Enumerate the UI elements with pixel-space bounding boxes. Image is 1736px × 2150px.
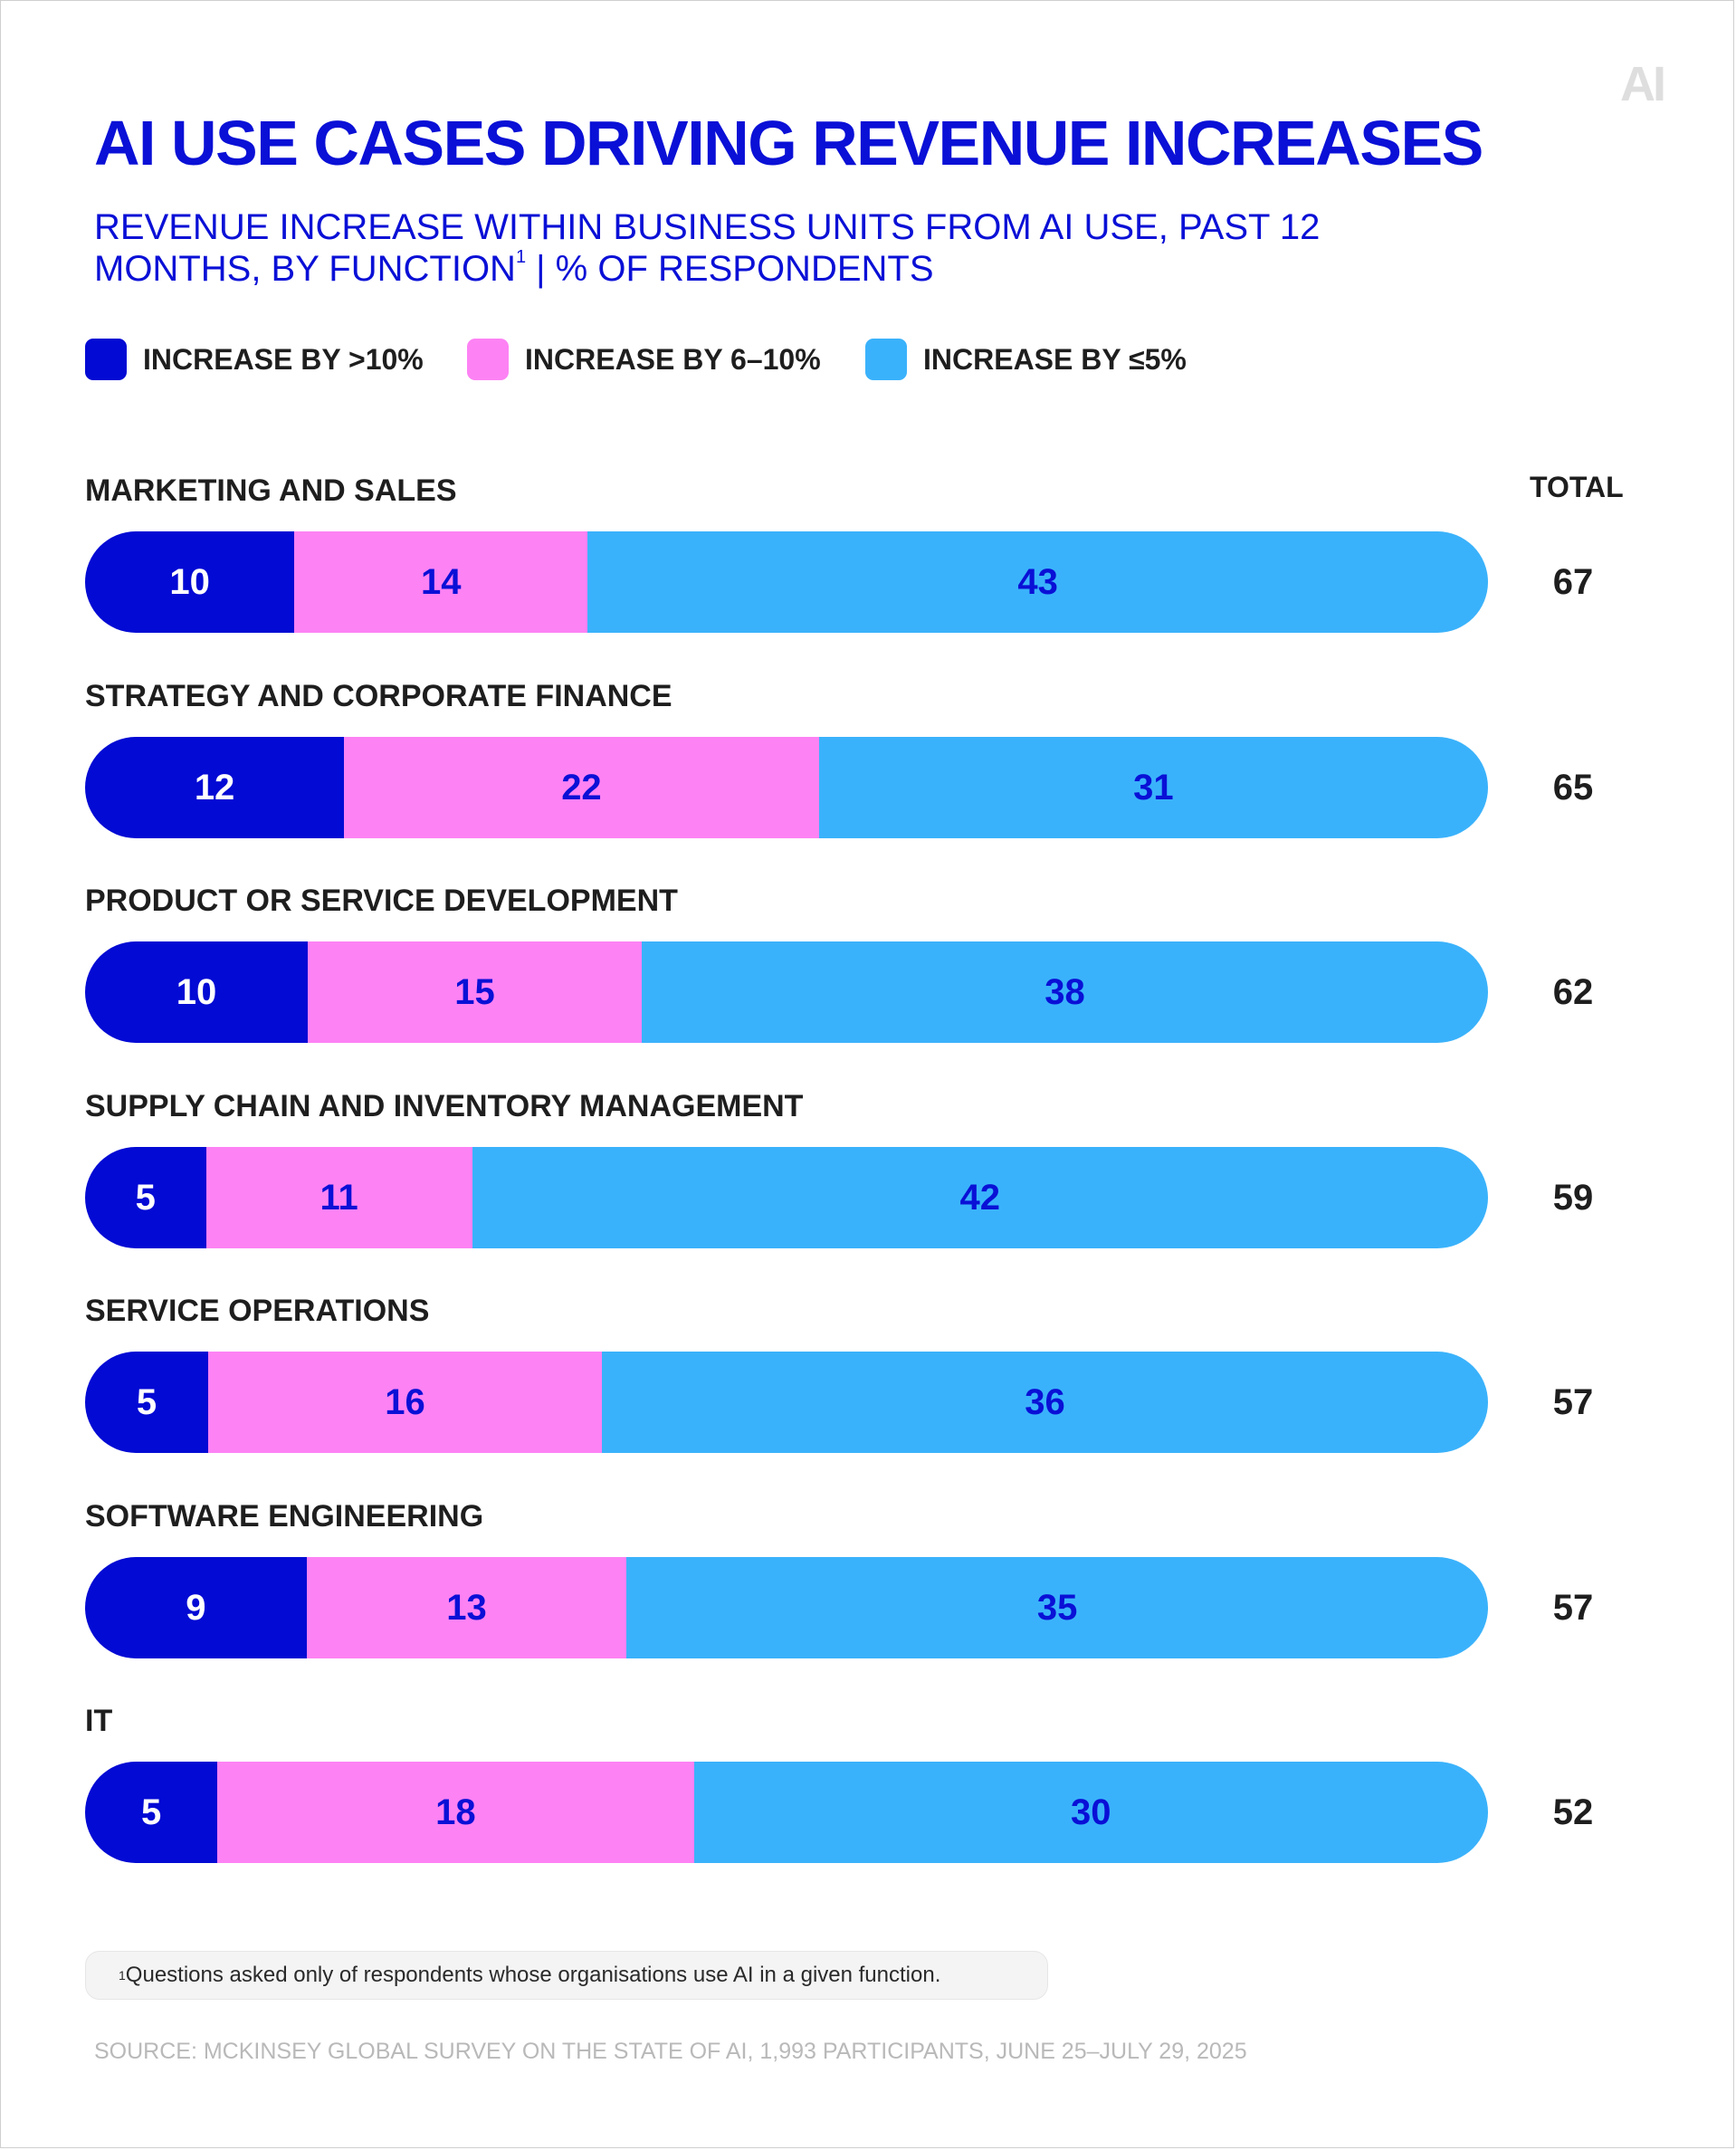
segment-value-label: 9 bbox=[186, 1587, 206, 1628]
footnote-text: Questions asked only of respondents whos… bbox=[125, 1963, 941, 1987]
category-label: STRATEGY AND CORPORATE FINANCE bbox=[85, 679, 672, 713]
segment-le5: 30 bbox=[693, 1762, 1488, 1863]
chart-subtitle: REVENUE INCREASE WITHIN BUSINESS UNITS F… bbox=[94, 206, 1361, 290]
legend-swatch-gt10 bbox=[85, 339, 127, 380]
segment-le5: 38 bbox=[642, 941, 1488, 1043]
legend-item-le5: INCREASE BY ≤5% bbox=[865, 339, 1187, 380]
category-label: SUPPLY CHAIN AND INVENTORY MANAGEMENT bbox=[85, 1089, 804, 1123]
category-label: PRODUCT OR SERVICE DEVELOPMENT bbox=[85, 884, 678, 918]
category-label: IT bbox=[85, 1704, 113, 1738]
legend-swatch-le5 bbox=[865, 339, 907, 380]
segment-le5: 43 bbox=[587, 531, 1488, 633]
segment-value-label: 38 bbox=[1044, 971, 1085, 1012]
segment-le5: 31 bbox=[818, 737, 1488, 838]
stacked-bar-row: 12 22 31 bbox=[85, 737, 1488, 838]
subtitle-main: REVENUE INCREASE WITHIN BUSINESS UNITS F… bbox=[94, 207, 1321, 289]
segment-value-label: 5 bbox=[140, 1792, 162, 1832]
segment-value-label: 13 bbox=[446, 1587, 487, 1628]
stacked-bar-row: 5 18 30 bbox=[85, 1762, 1488, 1863]
segment-gt10: 12 bbox=[85, 737, 345, 838]
row-total: 52 bbox=[1552, 1792, 1594, 1832]
row-total: 67 bbox=[1552, 562, 1594, 602]
segment-gt10: 5 bbox=[85, 1762, 218, 1863]
segment-le5: 42 bbox=[472, 1147, 1488, 1248]
stacked-bar-row: 9 13 35 bbox=[85, 1557, 1488, 1658]
legend-item-6-10: INCREASE BY 6–10% bbox=[467, 339, 821, 380]
segment-gt10: 10 bbox=[85, 531, 295, 633]
legend-label-gt10: INCREASE BY >10% bbox=[143, 342, 424, 376]
legend-swatch-6-10 bbox=[467, 339, 509, 380]
segment-value-label: 36 bbox=[1025, 1381, 1065, 1422]
subtitle-footnote-marker: 1 bbox=[515, 247, 527, 267]
segment-6-10: 11 bbox=[205, 1147, 472, 1248]
legend-item-gt10: INCREASE BY >10% bbox=[85, 339, 424, 380]
segment-6-10: 22 bbox=[344, 737, 819, 838]
segment-gt10: 5 bbox=[85, 1352, 208, 1453]
segment-value-label: 10 bbox=[169, 561, 210, 602]
segment-value-label: 30 bbox=[1071, 1792, 1111, 1832]
segment-value-label: 10 bbox=[176, 971, 217, 1012]
segment-value-label: 14 bbox=[421, 561, 462, 602]
segment-gt10: 10 bbox=[85, 941, 309, 1043]
stacked-bar-row: 10 14 43 bbox=[85, 531, 1488, 633]
segment-value-label: 16 bbox=[385, 1381, 425, 1422]
chart-title: AI USE CASES DRIVING REVENUE INCREASES bbox=[94, 108, 1483, 178]
row-total: 57 bbox=[1552, 1382, 1594, 1422]
total-column-header: TOTAL bbox=[1530, 471, 1624, 503]
segment-6-10: 16 bbox=[207, 1352, 603, 1453]
category-label: SOFTWARE ENGINEERING bbox=[85, 1499, 484, 1534]
segment-value-label: 35 bbox=[1036, 1587, 1078, 1628]
segment-le5: 36 bbox=[602, 1352, 1488, 1453]
legend-label-6-10: INCREASE BY 6–10% bbox=[525, 342, 821, 376]
segment-value-label: 5 bbox=[136, 1381, 157, 1422]
segment-value-label: 31 bbox=[1133, 767, 1174, 807]
row-total: 62 bbox=[1552, 972, 1594, 1012]
segment-6-10: 15 bbox=[308, 941, 643, 1043]
segment-value-label: 15 bbox=[454, 971, 495, 1012]
segment-value-label: 5 bbox=[135, 1177, 156, 1218]
segment-value-label: 12 bbox=[194, 767, 235, 807]
segment-value-label: 11 bbox=[320, 1177, 358, 1218]
segment-6-10: 18 bbox=[217, 1762, 694, 1863]
segment-value-label: 43 bbox=[1017, 561, 1058, 602]
segment-value-label: 22 bbox=[561, 767, 602, 807]
row-total: 59 bbox=[1552, 1178, 1594, 1218]
subtitle-tail: | % OF RESPONDENTS bbox=[526, 249, 934, 289]
segment-6-10: 13 bbox=[306, 1557, 627, 1658]
row-total: 57 bbox=[1552, 1588, 1594, 1628]
segment-value-label: 18 bbox=[435, 1792, 476, 1832]
category-label: MARKETING AND SALES bbox=[85, 473, 457, 508]
footnote: 1 Questions asked only of respondents who… bbox=[85, 1951, 1048, 2000]
segment-gt10: 9 bbox=[85, 1557, 307, 1658]
stacked-bar-row: 10 15 38 bbox=[85, 941, 1488, 1043]
brand-logo: AI bbox=[1620, 57, 1666, 111]
segment-gt10: 5 bbox=[85, 1147, 206, 1248]
segment-6-10: 14 bbox=[294, 531, 588, 633]
stacked-bar-row: 5 11 42 bbox=[85, 1147, 1488, 1248]
category-label: SERVICE OPERATIONS bbox=[85, 1294, 430, 1328]
row-total: 65 bbox=[1552, 768, 1594, 807]
segment-value-label: 42 bbox=[959, 1177, 1001, 1218]
source-note: SOURCE: MCKINSEY GLOBAL SURVEY ON THE ST… bbox=[94, 2039, 1247, 2064]
legend-label-le5: INCREASE BY ≤5% bbox=[923, 342, 1187, 376]
stacked-bar-row: 5 16 36 bbox=[85, 1352, 1488, 1453]
segment-le5: 35 bbox=[626, 1557, 1488, 1658]
